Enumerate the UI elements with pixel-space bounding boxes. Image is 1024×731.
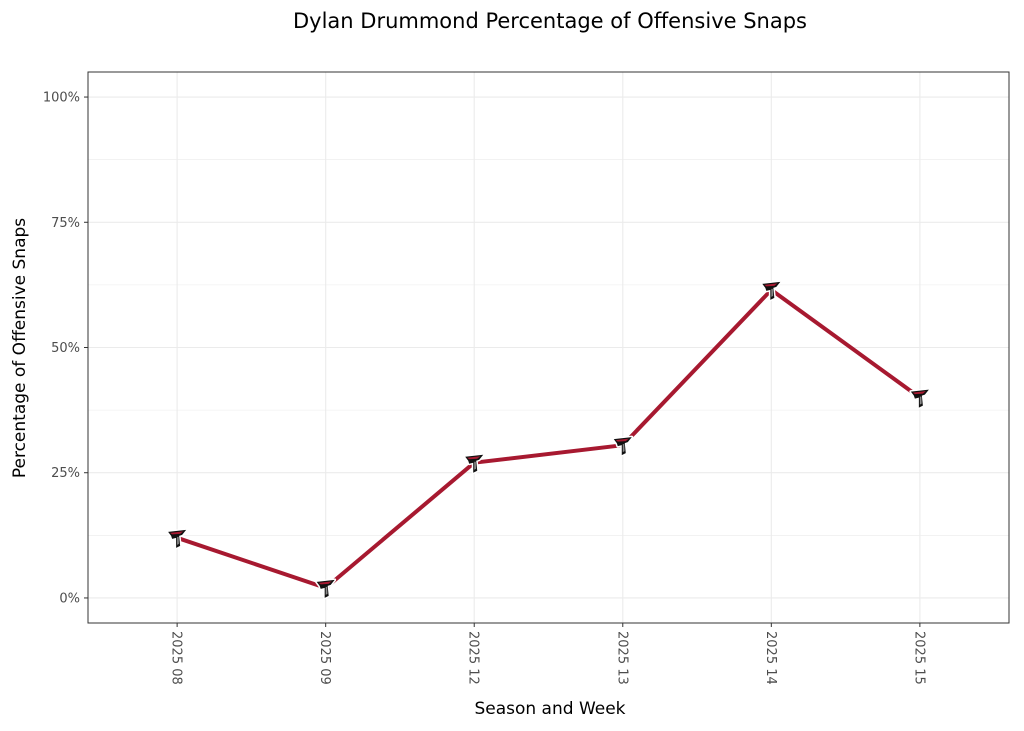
series-line: [175, 287, 922, 590]
y-tick-label: 75%: [51, 216, 80, 231]
series-line-group: [175, 287, 922, 590]
x-tick-label: 2025 14: [763, 631, 778, 685]
chart-title: Dylan Drummond Percentage of Offensive S…: [293, 9, 807, 33]
x-tick-label: 2025 13: [614, 631, 629, 685]
x-tick-label: 2025 12: [466, 631, 481, 685]
falcons-logo-icon: [760, 280, 782, 302]
x-tick-label: 2025 15: [911, 631, 926, 685]
y-tick-label: 50%: [51, 341, 80, 356]
x-tick-label: 2025 08: [169, 631, 184, 685]
x-axis-title: Season and Week: [474, 699, 625, 719]
falcons-logo-icon: [463, 453, 485, 475]
y-tick-label: 25%: [51, 466, 80, 481]
y-tick-label: 0%: [59, 591, 80, 606]
x-axis: 2025 08 2025 09 2025 12 2025 13 2025 14 2025 …: [169, 623, 926, 685]
y-axis: 0% 25% 50% 75% 100%: [43, 91, 88, 606]
falcons-logo-icon: [315, 578, 337, 600]
falcons-logo-icon: [612, 435, 634, 457]
x-tick-label: 2025 09: [317, 631, 332, 685]
falcons-logo-icon: [166, 528, 188, 550]
marker-group: [166, 280, 931, 600]
falcons-logo-icon: [909, 388, 931, 410]
y-axis-title: Percentage of Offensive Snaps: [10, 218, 30, 478]
y-tick-label: 100%: [43, 91, 80, 106]
